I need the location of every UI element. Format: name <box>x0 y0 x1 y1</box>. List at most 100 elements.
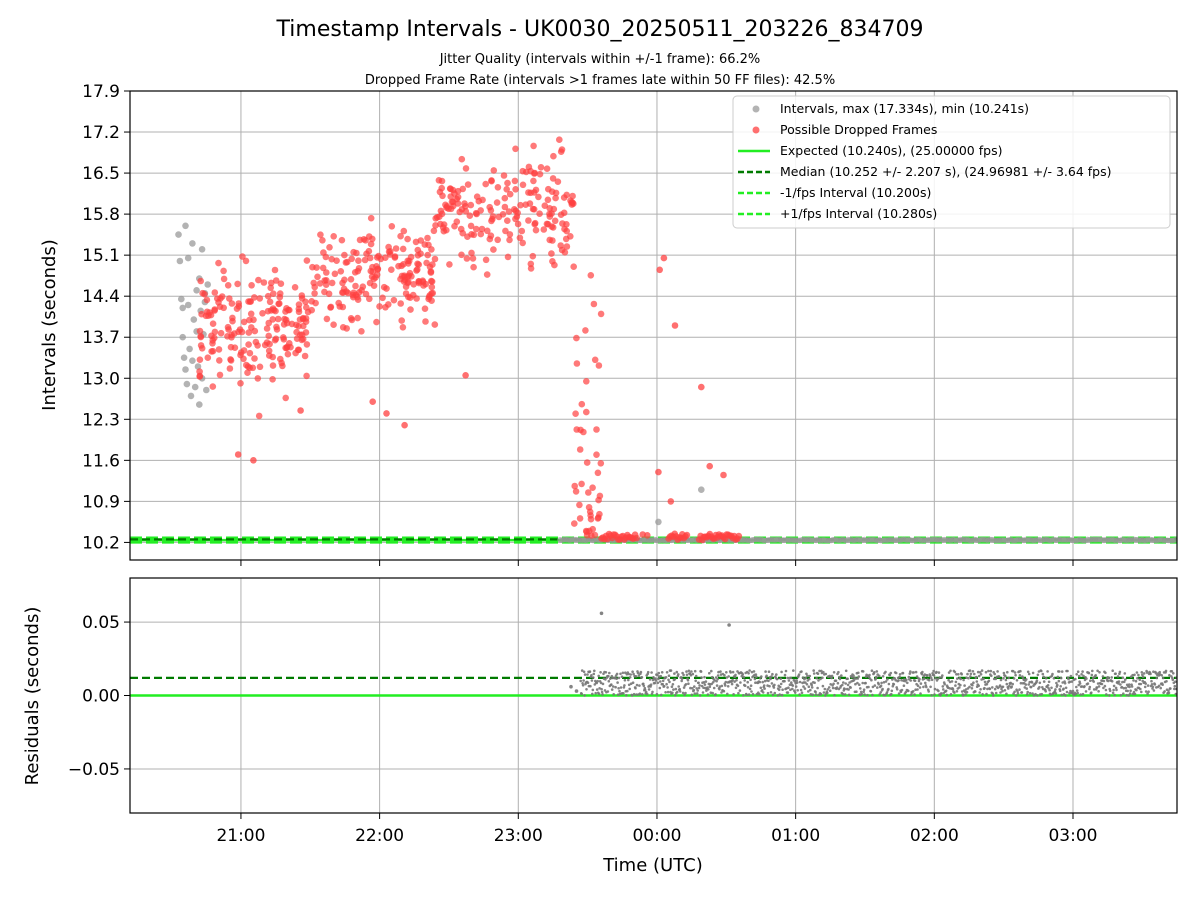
dropped-frame-point <box>265 332 273 340</box>
residual-point <box>1126 689 1129 693</box>
dropped-frame-point <box>589 484 596 492</box>
dropped-frame-point <box>388 266 395 274</box>
legend-marker-intervals <box>752 105 760 113</box>
dropped-frame-point <box>567 233 574 240</box>
residual-point <box>945 693 948 697</box>
dropped-frame-point <box>267 307 275 314</box>
y-tick-label: 11.6 <box>82 451 120 471</box>
residual-point <box>694 679 697 683</box>
residual-point <box>1108 694 1111 697</box>
residual-point <box>975 675 978 679</box>
residual-point <box>1080 673 1083 676</box>
residual-point <box>1159 686 1162 690</box>
residual-point <box>1134 679 1138 683</box>
dropped-frame-point <box>319 237 326 244</box>
residual-point <box>958 686 961 689</box>
residuals-y-ticks: −0.05 0.00 0.05 <box>68 613 130 780</box>
residual-point <box>722 689 726 693</box>
residuals-x-ticks: 21:00 22:00 23:00 00:00 01:00 02:00 03:00 <box>216 813 1097 846</box>
residual-point <box>913 693 916 696</box>
residual-point <box>808 677 811 681</box>
residual-point <box>738 689 742 692</box>
residual-point <box>1136 676 1139 680</box>
dropped-frame-point <box>365 247 373 255</box>
residual-point <box>638 684 641 687</box>
dropped-frame-point <box>366 279 374 287</box>
residual-point <box>900 688 904 692</box>
residual-point <box>715 684 719 687</box>
residual-point <box>591 688 595 692</box>
residual-point <box>847 688 850 691</box>
residual-point <box>942 688 945 691</box>
residual-point <box>653 681 657 685</box>
residual-point <box>669 669 673 672</box>
residual-point <box>729 671 732 674</box>
residual-point <box>742 694 745 697</box>
residual-point <box>1127 683 1131 686</box>
residual-point <box>1119 683 1122 686</box>
interval-point <box>184 301 192 309</box>
interval-point <box>178 295 185 303</box>
dropped-frame-point <box>354 267 362 275</box>
residual-point <box>585 688 588 691</box>
dropped-frame-point <box>302 329 310 336</box>
residual-point <box>805 672 808 676</box>
dropped-frame-point <box>269 376 276 383</box>
dropped-frame-point <box>251 327 259 335</box>
residual-point <box>804 681 807 684</box>
interval-point <box>1172 536 1177 543</box>
residual-point <box>979 688 982 691</box>
dropped-frame-point <box>466 212 474 219</box>
dropped-frame-point <box>211 289 219 296</box>
residual-point <box>987 679 991 683</box>
residual-point <box>733 680 736 683</box>
dropped-frame-point <box>529 252 537 260</box>
dropped-frame-point <box>277 280 285 288</box>
residual-point <box>796 689 799 692</box>
residual-point <box>698 694 702 697</box>
residual-point <box>861 670 865 673</box>
residual-point <box>787 686 790 689</box>
residual-point <box>658 686 662 690</box>
residual-point <box>1172 672 1175 675</box>
residual-point <box>1108 689 1112 693</box>
residual-point <box>798 680 802 684</box>
residual-point <box>847 693 851 697</box>
dropped-frame-point <box>296 316 304 323</box>
residual-point <box>701 691 705 694</box>
residual-point <box>877 682 880 686</box>
dropped-frame-point <box>493 199 501 206</box>
residual-point <box>864 681 867 685</box>
residual-point <box>1133 692 1137 696</box>
residual-point <box>1056 675 1060 679</box>
residual-point <box>1026 690 1029 694</box>
residual-point <box>820 669 823 673</box>
residual-point <box>1152 689 1156 692</box>
residual-point <box>940 692 943 695</box>
residual-point <box>1005 692 1008 696</box>
residual-point <box>929 676 933 679</box>
residual-point <box>773 683 776 687</box>
residual-point <box>784 669 788 673</box>
residual-point <box>1115 688 1118 692</box>
residual-point <box>810 686 814 689</box>
dropped-frame-point <box>477 230 485 238</box>
dropped-frame-point <box>549 175 557 182</box>
y-tick-label: −0.05 <box>68 760 120 780</box>
residual-point <box>1076 670 1080 673</box>
residual-point <box>759 686 763 690</box>
dropped-frame-point <box>424 234 431 242</box>
residual-point <box>1082 674 1085 678</box>
dropped-frame-point <box>483 271 491 278</box>
residual-point <box>842 681 845 684</box>
residual-point <box>824 672 828 676</box>
residual-point <box>645 692 649 696</box>
dropped-frame-point <box>349 291 357 299</box>
dropped-frame-point <box>326 244 333 251</box>
residual-point <box>680 677 684 681</box>
residual-point <box>822 691 826 694</box>
residual-point <box>741 673 745 676</box>
residual-point <box>978 691 981 694</box>
residual-point <box>1141 675 1145 678</box>
